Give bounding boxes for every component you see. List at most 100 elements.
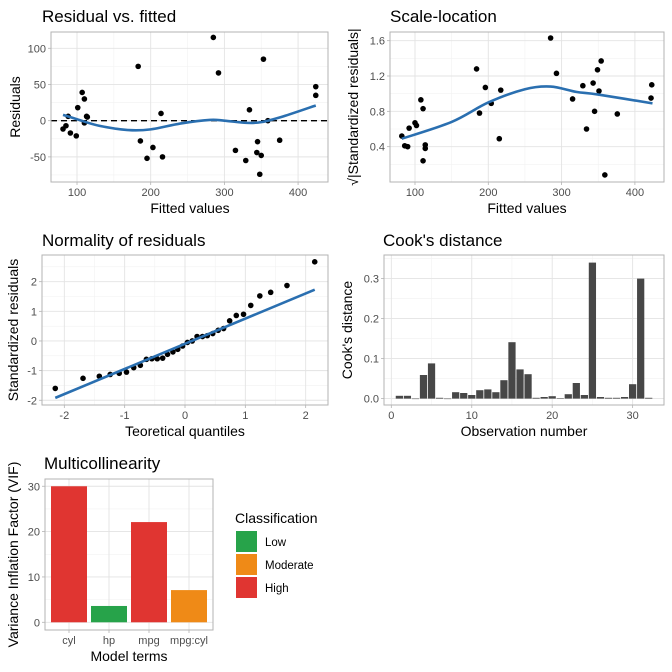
- cooks-distance-bar: [427, 363, 436, 399]
- x-tick-label: cyl: [62, 635, 75, 647]
- legend-title: Classification: [235, 510, 317, 526]
- cooks-distance-bar: [612, 397, 621, 399]
- data-point: [420, 157, 426, 164]
- y-tick-label: 50: [34, 79, 46, 91]
- cooks-distance-bar: [468, 395, 476, 399]
- x-tick-label: 300: [552, 187, 570, 199]
- x-axis-label: Teoretical quantiles: [125, 423, 245, 439]
- x-axis-label: Fitted values: [487, 200, 566, 216]
- panel-0: -50 0 50 100 100 200 300 400 Residual vs. fitted…: [7, 7, 329, 216]
- panel-border: [50, 31, 329, 183]
- data-point: [240, 311, 247, 318]
- cooks-distance-bar: [572, 383, 580, 399]
- cooks-distance-bar: [476, 390, 484, 399]
- x-tick-label: 20: [546, 410, 558, 422]
- y-tick-label: 0.1: [364, 354, 379, 366]
- panel-3: 0.0 0.1 0.2 0.3 0 10 20 30 Cook's distance Observ…: [339, 231, 665, 439]
- cooks-distance-bar: [460, 393, 468, 399]
- y-tick-label: 0.4: [370, 142, 385, 154]
- cooks-distance-bar: [492, 392, 500, 399]
- data-point: [154, 355, 161, 362]
- qq-reference-line: [54, 288, 316, 400]
- y-tick-label: 30: [28, 481, 40, 493]
- vif-bar-cyl: [51, 486, 87, 623]
- legend-label: High: [265, 583, 289, 595]
- data-point: [158, 110, 164, 117]
- cooks-distance-bar: [395, 395, 403, 399]
- y-axis-label: √|Standardized residuals|: [345, 28, 361, 185]
- cooks-distance-bar: [548, 396, 556, 399]
- data-point: [591, 108, 598, 115]
- data-point: [123, 369, 130, 375]
- vif-bar-mpg-cyl: [171, 590, 207, 623]
- y-tick-label: 1.2: [370, 71, 385, 83]
- data-point: [476, 110, 483, 116]
- data-point: [580, 82, 586, 89]
- panel-2: -2 -1 0 1 2 -2 -1 0 1 2 Normality of residuals Teor…: [5, 231, 329, 439]
- y-tick-label: 0: [31, 336, 37, 348]
- y-tick-label: 100: [28, 43, 46, 55]
- y-tick-label: 0.0: [364, 394, 379, 406]
- data-point: [473, 66, 480, 72]
- x-tick-label: hp: [103, 635, 115, 647]
- cooks-distance-bar: [484, 389, 492, 399]
- data-point: [135, 63, 141, 70]
- y-tick-label: 0.3: [364, 274, 379, 286]
- x-tick-label: 400: [289, 187, 307, 199]
- data-point: [258, 152, 265, 159]
- cooks-distance-bar: [524, 374, 532, 399]
- y-tick-label: 10: [28, 572, 40, 584]
- data-point: [215, 70, 222, 76]
- x-tick-label: -2: [59, 410, 69, 422]
- data-point: [232, 147, 239, 154]
- data-point: [256, 171, 263, 178]
- marks: [395, 262, 653, 400]
- x-tick-label: 10: [466, 410, 478, 422]
- cooks-distance-bar: [508, 342, 516, 399]
- chart-title: Scale-location: [390, 7, 497, 26]
- data-point: [648, 82, 655, 88]
- x-tick-label: 200: [142, 187, 160, 199]
- y-tick-label: -50: [30, 152, 46, 164]
- y-tick-label: -2: [27, 395, 37, 407]
- data-point: [496, 135, 503, 142]
- x-tick-label: mpg: [138, 635, 159, 647]
- panel-4: 0 10 20 30 cyl hp mpg mpg:cyl Multicollinearity M…: [5, 454, 317, 664]
- data-point: [596, 88, 602, 94]
- x-tick-label: 400: [626, 187, 644, 199]
- y-axis-label: Cook's distance: [339, 281, 355, 380]
- chart-title: Multicollinearity: [44, 454, 161, 473]
- cooks-distance-bar: [500, 380, 508, 399]
- x-tick-label: -1: [120, 410, 130, 422]
- data-point: [311, 259, 318, 265]
- data-point: [420, 105, 426, 112]
- legend-key-low: [236, 531, 257, 552]
- vif-bar-hp: [91, 605, 127, 623]
- y-tick-label: 0.8: [370, 106, 385, 118]
- data-point: [73, 133, 80, 139]
- panel-border: [41, 254, 329, 406]
- x-axis-label: Model terms: [90, 648, 167, 664]
- cooks-distance-bar: [596, 397, 605, 399]
- data-point: [74, 104, 81, 111]
- data-point: [422, 145, 429, 152]
- data-point: [80, 375, 86, 382]
- panel-1: 0.4 0.8 1.2 1.6 100 200 300 400 Scale-location Fi…: [345, 7, 665, 216]
- y-tick-label: 0: [40, 116, 46, 128]
- marks: [51, 34, 328, 178]
- data-point: [284, 282, 290, 289]
- y-axis-label: Residuals: [7, 76, 23, 137]
- cooks-distance-bar: [540, 397, 548, 399]
- data-point: [137, 138, 144, 144]
- y-tick-label: 20: [28, 527, 40, 539]
- data-point: [67, 130, 74, 136]
- cooks-distance-bar: [444, 398, 452, 400]
- cooks-distance-bar: [620, 397, 629, 399]
- data-point: [79, 89, 85, 96]
- x-tick-label: 300: [215, 187, 233, 199]
- data-point: [210, 34, 217, 41]
- cooks-distance-bar: [629, 384, 637, 399]
- data-point: [406, 125, 412, 131]
- cooks-distance-bar: [604, 397, 613, 399]
